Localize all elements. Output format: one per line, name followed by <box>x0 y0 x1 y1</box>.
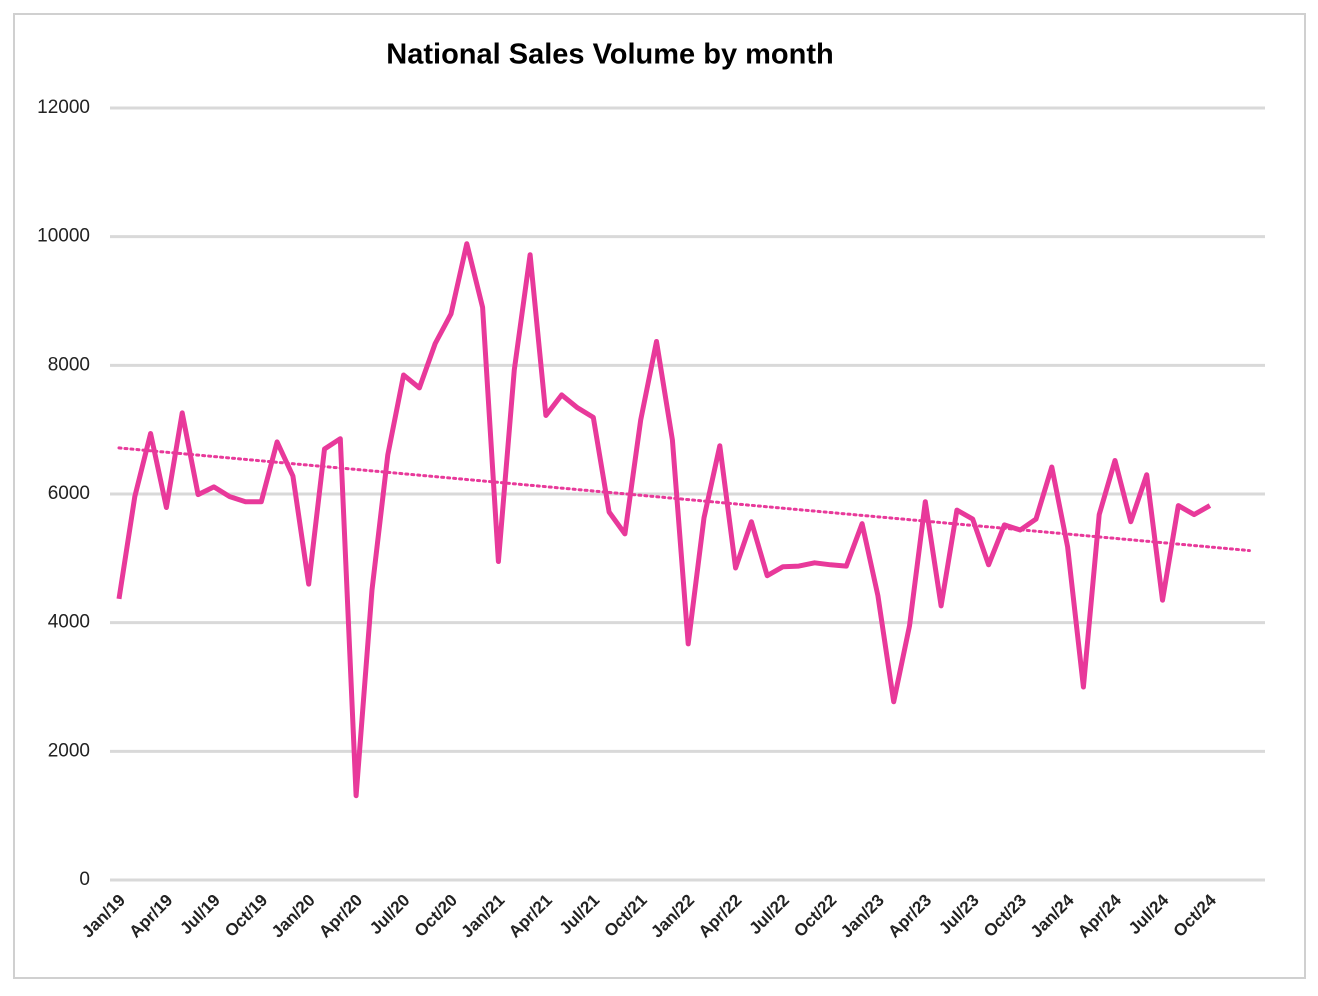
y-tick-label: 4000 <box>48 612 90 633</box>
y-tick-label: 10000 <box>37 226 90 247</box>
trendline <box>117 446 1251 553</box>
data-line <box>116 241 1212 799</box>
y-tick-label: 0 <box>79 869 90 890</box>
y-tick-label: 12000 <box>37 97 90 118</box>
y-tick-label: 6000 <box>48 483 90 504</box>
y-tick-label: 8000 <box>48 354 90 375</box>
y-tick-label: 2000 <box>48 740 90 761</box>
chart-title: National Sales Volume by month <box>386 39 833 71</box>
